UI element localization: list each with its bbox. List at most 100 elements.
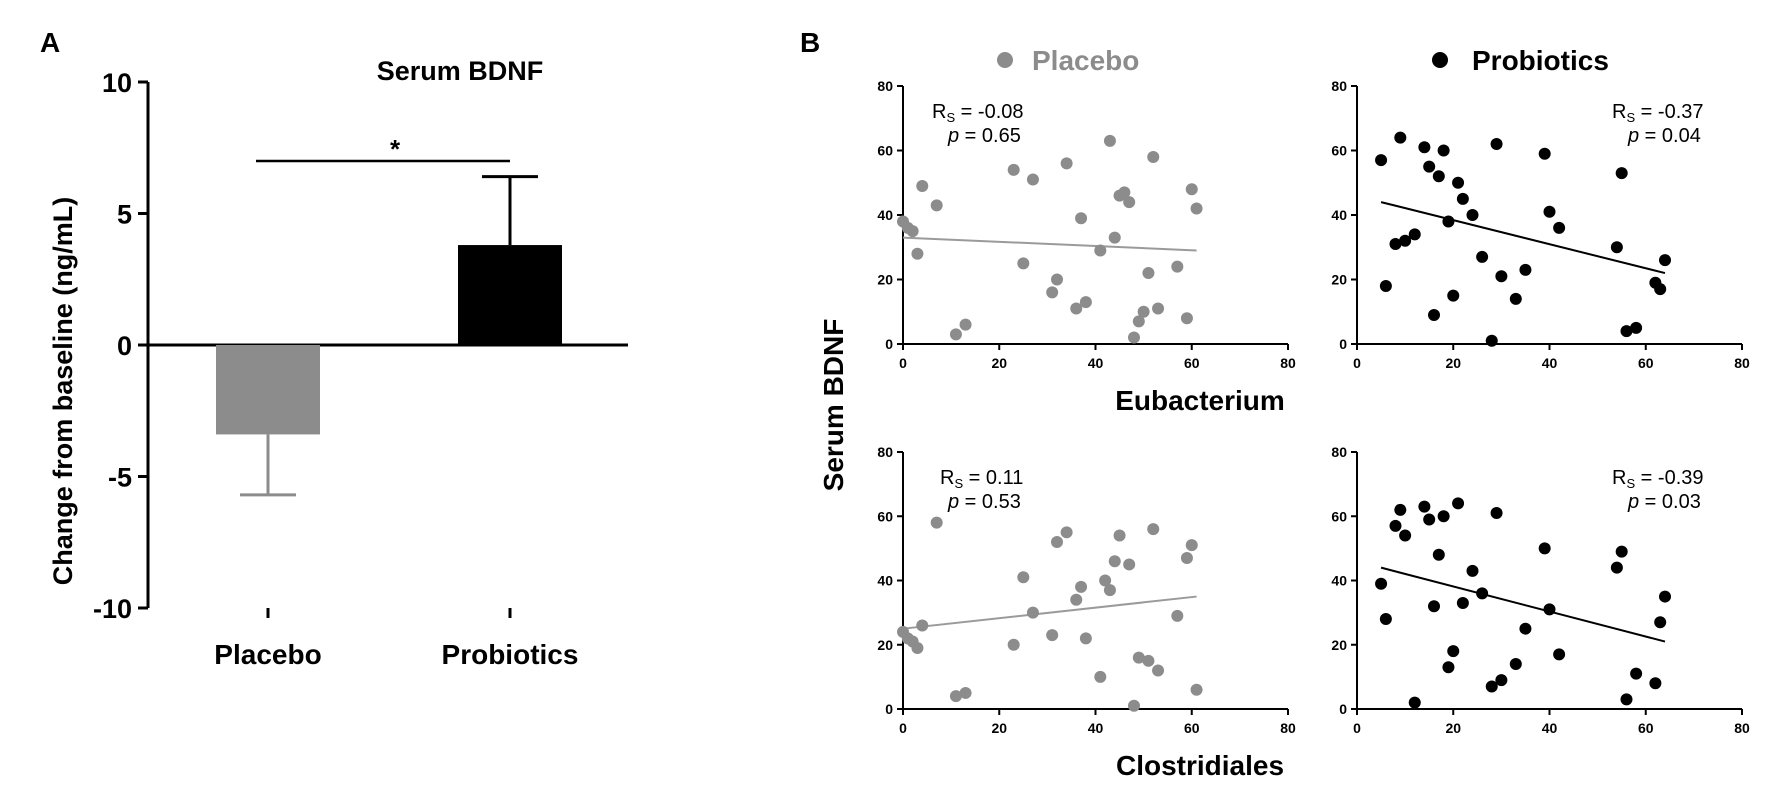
stat-p-label: p = 0.65	[947, 125, 1021, 147]
scatter-point	[1079, 296, 1092, 309]
scatter-point	[1418, 500, 1431, 513]
scatter-point	[916, 179, 929, 192]
scatter-point	[1408, 228, 1421, 241]
scatter-point	[911, 641, 924, 654]
scatter-point	[1046, 629, 1059, 642]
scatter-point	[1408, 696, 1421, 709]
scatter-point	[1399, 529, 1412, 542]
stat-r-subscript: S	[946, 110, 955, 125]
scatter-point	[1180, 312, 1193, 325]
scatter-point	[1103, 134, 1116, 147]
bar-y-tick-label: 0	[117, 331, 132, 361]
scatter-point	[1659, 254, 1671, 267]
stat-r-subscript: S	[1626, 110, 1635, 125]
panel-b-legend: Placebo Probiotics	[997, 45, 1609, 76]
scatter-y-tick-label: 0	[1339, 336, 1347, 352]
panel-b-y-label: Serum BDNF	[818, 319, 849, 492]
scatter-point	[1476, 250, 1489, 263]
scatter-point	[1180, 552, 1193, 565]
scatter-point	[1610, 241, 1623, 254]
scatter-point	[1485, 680, 1498, 693]
scatter-y-tick-label: 80	[1331, 78, 1347, 94]
scatter-y-tick-label: 80	[1331, 444, 1347, 460]
scatter-y-tick-label: 80	[877, 78, 893, 94]
scatter-point	[1519, 622, 1532, 635]
stat-r-symbol: R	[932, 101, 946, 123]
scatter-point	[1152, 664, 1165, 677]
scatter-point	[1017, 571, 1030, 584]
scatter-x-tick-label: 60	[1184, 720, 1200, 736]
scatter-point	[1432, 170, 1445, 183]
scatter-point	[1452, 176, 1465, 189]
scatter-point	[1553, 221, 1566, 234]
stat-p-value: = 0.65	[959, 125, 1021, 147]
stat-r-label: RS = -0.08	[932, 101, 1024, 125]
scatter-point	[1389, 238, 1402, 251]
stat-p-label: p = 0.03	[1627, 491, 1701, 513]
stat-p-symbol: p	[947, 491, 959, 513]
scatter-point	[1495, 674, 1508, 687]
scatter-point	[1185, 183, 1198, 196]
scatter-x-tick-label: 80	[1280, 720, 1296, 736]
scatter-x-tick-label: 40	[1088, 720, 1104, 736]
stat-p-value: = 0.03	[1639, 491, 1701, 513]
scatter-point	[1615, 167, 1628, 180]
stat-r-label: RS = 0.11	[940, 467, 1023, 491]
scatter-y-tick-label: 0	[885, 701, 893, 717]
scatter-x-tick-label: 40	[1542, 355, 1558, 371]
scatter-point	[1654, 283, 1667, 296]
scatter-point	[1075, 580, 1088, 593]
scatter-point	[1147, 523, 1160, 536]
stat-p-symbol: p	[1627, 491, 1639, 513]
scatter-point	[1509, 292, 1522, 305]
scatter-point	[1379, 613, 1392, 626]
scatter-point	[1654, 616, 1667, 629]
scatter-point	[1615, 545, 1628, 558]
scatter-point	[1171, 609, 1184, 622]
scatter-x-tick-label: 0	[899, 720, 907, 736]
scatter-point	[1456, 596, 1469, 609]
scatter-point	[1060, 157, 1073, 170]
scatter-point	[1094, 670, 1107, 683]
scatter-point	[1490, 507, 1503, 520]
scatter-point	[1620, 693, 1633, 706]
stat-r-value: = -0.39	[1635, 467, 1703, 489]
scatter-y-tick-label: 40	[1331, 573, 1347, 589]
scatter-point	[1610, 561, 1623, 574]
scatter-point	[1428, 600, 1440, 613]
bar-category-label: Probiotics	[442, 639, 579, 670]
scatter-point	[1538, 147, 1551, 160]
stat-r-subscript: S	[1626, 476, 1635, 491]
scatter-point	[1620, 325, 1633, 338]
bar-chart-y-label: Change from baseline (ng/mL)	[48, 197, 78, 586]
panel-label-a: A	[40, 27, 60, 58]
scatter-y-tick-label: 20	[877, 272, 893, 288]
scatter-point	[1007, 638, 1020, 651]
scatter-point	[1147, 150, 1160, 163]
scatter-point	[1447, 289, 1460, 302]
scatter-x-tick-label: 80	[1280, 355, 1296, 371]
scatter-point	[1452, 497, 1465, 510]
scatter-point	[1466, 564, 1479, 577]
scatter-placebo-eubacterium: 00 20 20 40 40 60 60 80 80 RS = -0.08p = 0.65	[877, 78, 1296, 371]
scatter-x-tick-label: 40	[1542, 720, 1558, 736]
bar-category-label: Placebo	[214, 639, 321, 670]
scatter-point	[1152, 302, 1165, 315]
scatter-point	[1190, 202, 1203, 215]
legend-marker-placebo	[997, 52, 1013, 68]
scatter-x-tick-label: 0	[1353, 355, 1361, 371]
legend-marker-probiotics	[1432, 52, 1448, 68]
scatter-x-tick-label: 60	[1638, 355, 1654, 371]
scatter-point	[1123, 196, 1136, 209]
scatter-point	[1017, 257, 1030, 270]
scatter-point	[930, 516, 943, 529]
scatter-point	[1543, 603, 1556, 616]
scatter-y-tick-label: 60	[877, 143, 893, 159]
scatter-point	[1113, 529, 1126, 542]
scatter-point	[1132, 651, 1145, 664]
scatter-point	[959, 318, 972, 331]
scatter-point	[1026, 173, 1039, 186]
scatter-point	[1070, 593, 1083, 606]
scatter-point	[1437, 144, 1450, 157]
scatter-point	[1128, 331, 1140, 344]
